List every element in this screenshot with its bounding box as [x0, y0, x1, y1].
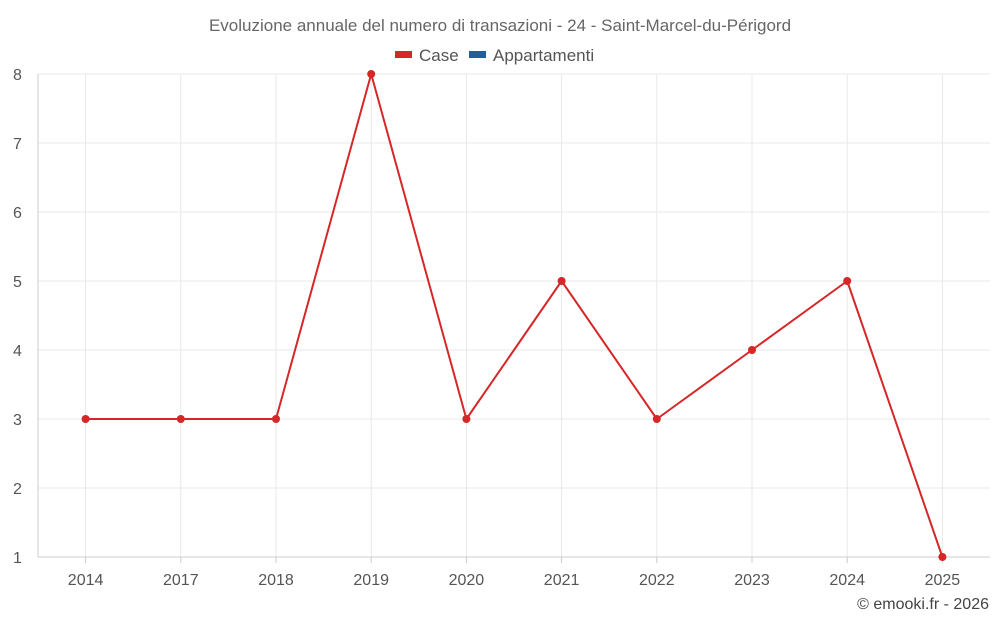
x-tick-label: 2017 [163, 572, 199, 589]
y-tick-label: 8 [13, 67, 22, 84]
axes: 1 2 3 4 5 6 7 8 2014 2017 2018 2019 2020 2021 2022 2023… [13, 67, 990, 589]
legend-item-case[interactable]: Case [395, 46, 459, 65]
y-tick-label: 6 [13, 205, 22, 222]
legend-label-case: Case [419, 46, 459, 65]
x-tick-label: 2014 [68, 572, 104, 589]
series-line-case [85, 73, 944, 558]
data-point-case[interactable] [367, 70, 376, 78]
x-tick-label: 2020 [449, 572, 485, 589]
data-point-case[interactable] [81, 415, 90, 423]
y-tick-label: 1 [13, 550, 22, 567]
x-tick-label: 2021 [544, 572, 580, 589]
x-tick-label: 2019 [353, 572, 389, 589]
x-tick-label: 2018 [258, 572, 294, 589]
series [85, 73, 944, 558]
y-tick-label: 7 [13, 136, 22, 153]
legend-label-appartamenti: Appartamenti [493, 46, 594, 65]
data-point-case[interactable] [652, 415, 661, 423]
data-point-case[interactable] [748, 346, 756, 354]
y-tick-label: 3 [13, 412, 22, 429]
legend-swatch-appartamenti [469, 51, 486, 58]
x-tick-label: 2023 [734, 572, 770, 589]
data-point-case[interactable] [843, 277, 852, 285]
legend[interactable]: Case Appartamenti [395, 46, 594, 65]
data-point-case[interactable] [176, 415, 185, 423]
y-tick-label: 4 [13, 343, 22, 360]
x-tick-label: 2024 [829, 572, 865, 589]
y-tick-label: 2 [13, 481, 22, 498]
data-point-case[interactable] [462, 415, 471, 423]
data-point-case[interactable] [272, 415, 280, 423]
grid [38, 73, 990, 557]
data-point-case[interactable] [938, 553, 947, 561]
x-tick-label: 2022 [639, 572, 675, 589]
chart-title: Evoluzione annuale del numero di transaz… [209, 16, 791, 35]
data-points[interactable] [81, 70, 947, 561]
x-tick-label: 2025 [925, 572, 961, 589]
data-point-case[interactable] [557, 277, 566, 285]
legend-swatch-case [395, 51, 412, 58]
credit-text: © emooki.fr - 2026 [857, 596, 989, 613]
legend-item-appartamenti[interactable]: Appartamenti [469, 46, 594, 65]
y-tick-label: 5 [13, 274, 22, 291]
